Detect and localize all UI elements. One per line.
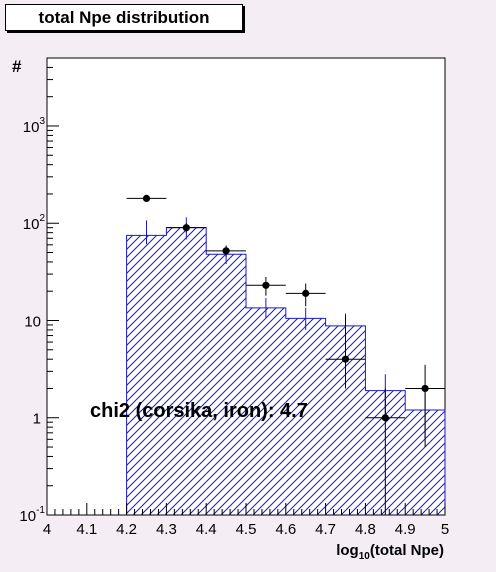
y-tick-label: 1 bbox=[33, 411, 41, 428]
data-point bbox=[222, 247, 230, 255]
x-tick-label: 4.7 bbox=[315, 521, 336, 538]
x-tick-label: 4.2 bbox=[116, 521, 137, 538]
histogram-bin bbox=[206, 254, 246, 515]
histogram-bin bbox=[285, 318, 326, 515]
histogram-bin bbox=[166, 227, 207, 516]
data-point bbox=[381, 414, 389, 422]
chart-title: total Npe distribution bbox=[5, 4, 243, 31]
y-tick-label: 102 bbox=[23, 213, 46, 233]
axes: 4 4.1 4.2 4.3 4.4 4.5 4.6 4.7 4.8 4.9 5 10-1 1 10 102 1… bbox=[19, 66, 449, 538]
data-points bbox=[126, 194, 445, 515]
y-tick-label: 10 bbox=[24, 313, 41, 330]
data-point bbox=[142, 194, 151, 203]
histogram-bin bbox=[246, 307, 286, 515]
chi2-annotation: chi2 (corsika, iron): 4.7 bbox=[90, 400, 308, 422]
x-tick-label: 4 bbox=[43, 521, 51, 538]
y-tick-label: 10-1 bbox=[19, 505, 45, 525]
x-axis-label: log10(total Npe) bbox=[336, 542, 444, 562]
x-tick-label: 4.3 bbox=[156, 521, 177, 538]
histogram bbox=[126, 217, 446, 516]
histogram-bin bbox=[126, 235, 167, 515]
data-point bbox=[262, 281, 270, 289]
x-tick-label: 4.1 bbox=[76, 521, 97, 538]
x-tick-label: 4.6 bbox=[275, 521, 296, 538]
x-tick-label: 4.8 bbox=[355, 521, 376, 538]
y-axis-label: # bbox=[12, 57, 22, 76]
data-point bbox=[341, 355, 350, 363]
data-point bbox=[302, 289, 310, 297]
x-tick-label: 4.4 bbox=[196, 521, 217, 538]
x-tick-label: 5 bbox=[441, 521, 449, 538]
y-tick-label: 103 bbox=[23, 116, 46, 136]
histogram-outline bbox=[126, 227, 446, 515]
x-tick-label: 4.5 bbox=[236, 521, 257, 538]
data-point bbox=[182, 224, 190, 232]
x-tick-label: 4.9 bbox=[395, 521, 416, 538]
data-point bbox=[421, 384, 429, 393]
